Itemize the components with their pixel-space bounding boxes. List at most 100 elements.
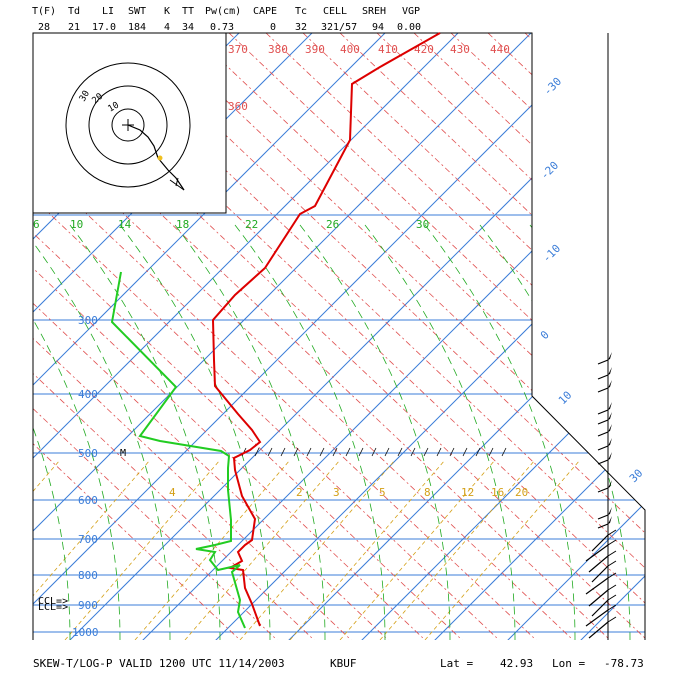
header-values: 28 21 17.0 184 4 34 0.73 0 32 321/57 94 … <box>38 22 421 33</box>
wind-barb <box>597 438 612 451</box>
moist-label-26: 26 <box>326 218 339 231</box>
dry-adiabat-line <box>450 33 645 640</box>
theta-label-400: 400 <box>340 43 360 56</box>
mixing-ratio-label-4: 8 <box>424 486 431 499</box>
hdr-value-swt: 184 <box>128 22 146 33</box>
mixing-ratio-line <box>184 459 341 640</box>
dry-adiabat-line <box>673 33 680 640</box>
hdr-label-swt: SWT <box>128 6 146 17</box>
pressure-label-1000: 1000 <box>72 626 99 639</box>
wind-barb <box>597 402 612 415</box>
annotation-m: M <box>120 448 126 459</box>
moist-adiabat-line <box>479 224 631 640</box>
wind-barb <box>591 529 617 552</box>
annotation-lcl: LCL=> <box>38 602 68 613</box>
moist-adiabat-line <box>424 224 576 640</box>
dry-adiabat-line <box>339 33 645 640</box>
wind-barb <box>585 539 617 562</box>
annotation-ccl: CCL=> <box>38 596 68 607</box>
hdr-value-tt: 34 <box>182 22 194 33</box>
moist-label-6: 6 <box>33 218 40 231</box>
hdr-value-vgp: 0.00 <box>397 22 421 33</box>
hodo-ring-30 <box>65 62 191 188</box>
pressure-label-700: 700 <box>78 533 98 546</box>
dry-adiabat-line <box>598 33 645 640</box>
level-tick-mark <box>449 447 455 457</box>
moist-adiabat-line <box>529 224 645 640</box>
footer-lon-value: -78.73 <box>604 657 644 670</box>
wind-barb <box>585 572 617 595</box>
mixing-ratio-label-5: 12 <box>461 486 474 499</box>
pressure-label-900: 900 <box>78 599 98 612</box>
theta-label-420: 420 <box>414 43 434 56</box>
hdr-value-cape: 0 <box>270 22 276 33</box>
isotherm-line <box>33 33 638 640</box>
mixing-ratio-line <box>64 459 221 640</box>
theta-label-440: 440 <box>490 43 510 56</box>
moist-label-10: 10 <box>70 218 83 231</box>
level-tick-mark <box>462 447 468 457</box>
moist-label-30: 30 <box>416 218 429 231</box>
hdr-value-tc: 32 <box>295 22 307 33</box>
dry-adiabat-line <box>191 33 645 640</box>
dry-adiabat-line <box>228 33 645 640</box>
hdr-value-pw: 0.73 <box>210 22 234 33</box>
isotherm-line <box>394 33 645 640</box>
moist-adiabat-line <box>234 224 386 640</box>
isotherm-line <box>540 33 645 640</box>
dry-adiabat-line <box>561 33 645 640</box>
isotherm-line <box>33 33 419 640</box>
dry-adiabat-line <box>376 33 645 640</box>
hdr-value-sreh: 94 <box>372 22 384 33</box>
isotherm-label-3: 0 <box>538 328 552 342</box>
hodo-ring-label-10: 10 <box>107 101 121 115</box>
footer-station: KBUF <box>330 657 357 670</box>
isotherm-line <box>175 33 645 640</box>
wind-barb <box>597 452 612 465</box>
pressure-label-600: 600 <box>78 494 98 507</box>
hodo-storm-marker <box>157 155 163 161</box>
hodo-ring-label-30: 30 <box>78 89 92 103</box>
level-tick-mark <box>423 447 429 457</box>
hodo-trace <box>127 124 185 191</box>
mixing-ratio-line <box>289 459 446 640</box>
moist-label-14: 14 <box>118 218 132 231</box>
moist-adiabat-line <box>174 224 326 640</box>
mixing-ratio-line <box>339 459 496 640</box>
isotherm-line <box>33 33 565 640</box>
level-tick-mark <box>332 447 338 457</box>
dry-adiabat-line <box>635 33 645 640</box>
pressure-label-800: 800 <box>78 569 98 582</box>
hdr-label-k: K <box>164 6 170 17</box>
mixing-ratio-line <box>134 459 291 640</box>
hdr-label-vgp: VGP <box>402 6 420 17</box>
level-tick-mark <box>410 447 416 457</box>
moist-adiabat-line <box>629 224 645 640</box>
wind-barb <box>585 604 617 627</box>
dry-adiabat-line <box>265 33 645 640</box>
hdr-value-td: 21 <box>68 22 80 33</box>
mixing-ratio-label-2: 3 <box>333 486 340 499</box>
level-tick-mark <box>293 447 299 457</box>
pressure-label-400: 400 <box>78 388 98 401</box>
moist-adiabat-line <box>33 224 121 640</box>
moist-label-18: 18 <box>176 218 189 231</box>
wind-barb <box>591 560 617 583</box>
level-tick-mark <box>358 447 364 457</box>
isotherm-label-4: 10 <box>556 389 575 408</box>
moist-adiabat-line <box>299 224 451 640</box>
wind-barb <box>588 550 617 573</box>
level-tick-mark <box>488 447 494 457</box>
wind-barb <box>588 616 617 639</box>
wind-barb <box>597 367 612 380</box>
level-tick-mark <box>267 447 273 457</box>
hodograph-box <box>32 32 227 214</box>
wind-barb <box>591 594 617 617</box>
pressure-label-300: 300 <box>78 314 98 327</box>
wind-barb <box>597 380 612 393</box>
moist-adiabat-line <box>364 224 516 640</box>
mixing-ratio-label-6: 16 <box>491 486 504 499</box>
hdr-label-tf: T(F) <box>32 6 56 17</box>
theta-label-410: 410 <box>378 43 398 56</box>
mixing-ratio-label-7: 20 <box>515 486 528 499</box>
